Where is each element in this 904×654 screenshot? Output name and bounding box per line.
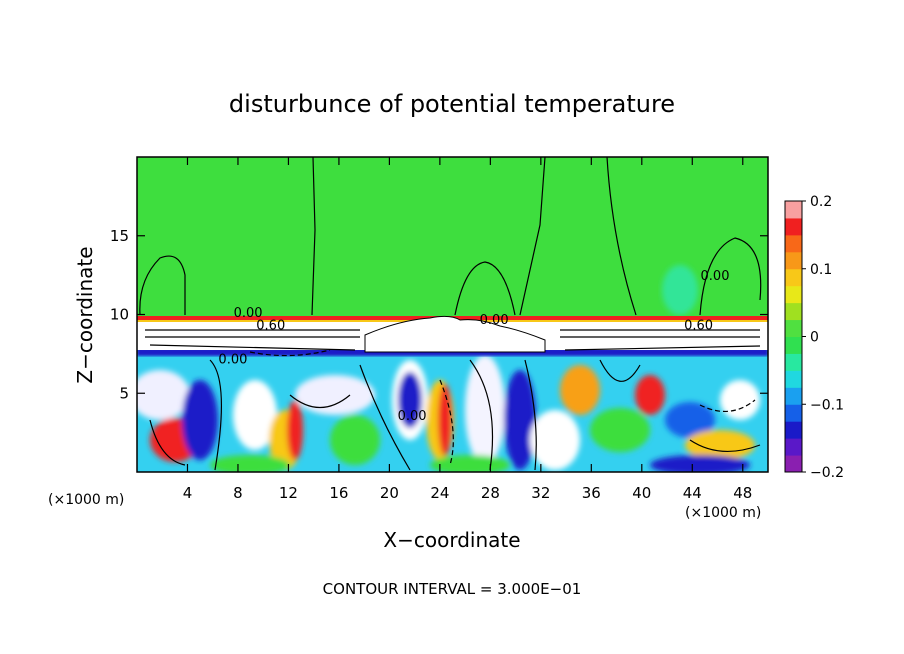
y-axis-label: Z−coordinate bbox=[73, 246, 97, 383]
x-tick-label: 28 bbox=[481, 484, 500, 502]
colorbar-segment bbox=[785, 370, 802, 388]
colorbar-segment bbox=[785, 285, 802, 304]
contour-interval-note: CONTOUR INTERVAL = 3.000E−01 bbox=[323, 580, 582, 598]
x-axis-ticks: 4 8 12 16 20 24 28 32 36 40 44 48 bbox=[183, 157, 752, 502]
x-tick-label: 24 bbox=[430, 484, 449, 502]
contour-label: 0.00 bbox=[480, 313, 509, 328]
x-tick-label: 36 bbox=[582, 484, 601, 502]
cool-patch bbox=[662, 265, 698, 315]
contour-label: 0.00 bbox=[218, 352, 247, 367]
contour-mass bbox=[364, 315, 546, 353]
colorbar-tick-label: 0.2 bbox=[810, 194, 832, 210]
colorbar-segment bbox=[785, 302, 802, 321]
contour-label: 0.00 bbox=[398, 409, 427, 424]
contour-lines bbox=[139, 157, 762, 471]
colorbar-tick-label: 0 bbox=[810, 330, 819, 346]
y-tick-label: 15 bbox=[110, 227, 129, 245]
x-tick-label: 44 bbox=[683, 484, 702, 502]
colorbar-segment bbox=[785, 234, 802, 253]
colorbar-segment bbox=[785, 201, 802, 219]
colorbar-segment bbox=[785, 404, 802, 422]
x-unit-left: (×1000 m) bbox=[48, 492, 124, 508]
y-tick-label: 10 bbox=[110, 306, 129, 324]
colorbar-tick-label: −0.2 bbox=[810, 465, 844, 481]
colorbar-segment bbox=[785, 336, 802, 354]
x-unit-right: (×1000 m) bbox=[685, 505, 761, 521]
x-tick-label: 4 bbox=[183, 484, 193, 502]
x-tick-label: 8 bbox=[233, 484, 243, 502]
colorbar-segment bbox=[785, 438, 802, 456]
colorbar-tick-label: 0.1 bbox=[810, 262, 832, 278]
y-tick-label: 5 bbox=[119, 384, 129, 402]
x-tick-label: 32 bbox=[531, 484, 550, 502]
chart-title: disturbunce of potential temperature bbox=[229, 90, 675, 118]
colorbar-segment bbox=[785, 421, 802, 439]
colorbar-segment bbox=[785, 353, 802, 371]
colorbar-segment bbox=[785, 387, 802, 405]
contour-labels: 0.000.600.000.000.000.000.60 bbox=[218, 269, 729, 424]
x-tick-label: 40 bbox=[632, 484, 651, 502]
colorbar bbox=[784, 200, 803, 473]
colorbar-segment bbox=[785, 319, 802, 337]
x-tick-label: 16 bbox=[329, 484, 348, 502]
contour-label: 0.60 bbox=[256, 318, 285, 333]
x-tick-label: 48 bbox=[733, 484, 752, 502]
turbulent-layer bbox=[137, 318, 768, 472]
colorbar-segment bbox=[785, 251, 802, 270]
contour-label: 0.00 bbox=[701, 269, 730, 284]
contour-label: 0.00 bbox=[234, 306, 263, 321]
colorbar-segment bbox=[785, 217, 802, 236]
colorbar-tick-label: −0.1 bbox=[810, 397, 844, 413]
contour-label: 0.60 bbox=[684, 318, 713, 333]
colorbar-segment bbox=[785, 455, 802, 473]
y-axis-ticks: 5 10 15 bbox=[110, 227, 768, 402]
x-tick-label: 12 bbox=[279, 484, 298, 502]
plot-area: 0.000.600.000.000.000.000.60 bbox=[137, 157, 768, 472]
colorbar-ticks: 0.2 0.1 0 −0.1 −0.2 bbox=[802, 194, 844, 481]
x-tick-label: 20 bbox=[380, 484, 399, 502]
x-axis-label: X−coordinate bbox=[383, 528, 520, 552]
colorbar-segment bbox=[785, 268, 802, 287]
